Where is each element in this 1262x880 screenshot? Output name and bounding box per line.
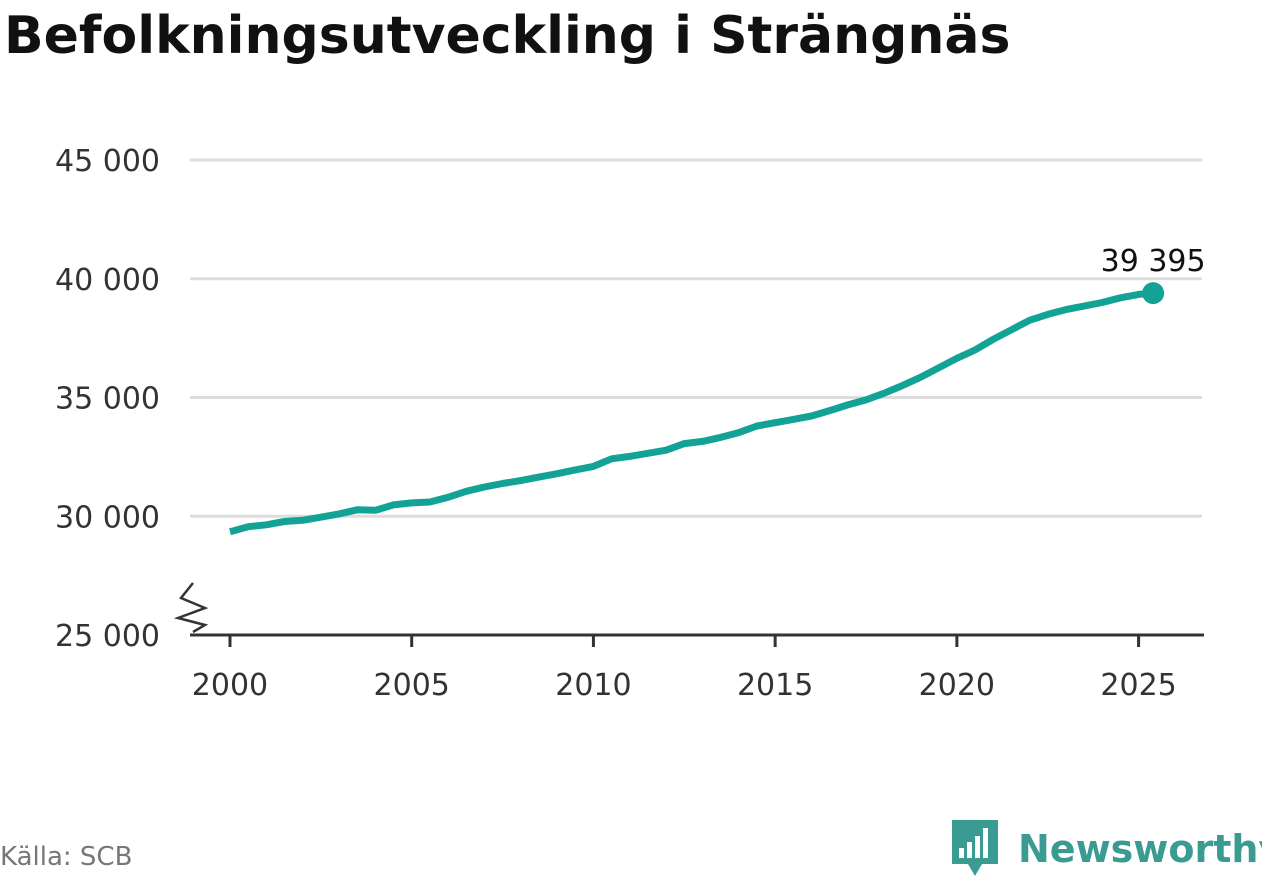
y-axis-ticks: 25 000 30 000 35 000 40 000 45 000: [55, 144, 160, 654]
axis-break-icon: [173, 582, 209, 634]
gridlines: [190, 158, 1202, 518]
series-layer: 39 395: [229, 244, 1206, 536]
series-end-point: [1142, 282, 1165, 305]
brand-name: Newsworthy: [1018, 827, 1262, 871]
y-tick-label: 40 000: [55, 263, 160, 298]
chart-title: Befolkningsutveckling i Strängnäs: [4, 6, 1011, 66]
x-tick-label: 2025: [1100, 668, 1176, 703]
source-note: Källa: SCB: [0, 842, 133, 872]
y-tick-label: 25 000: [55, 619, 160, 654]
x-tick-label: 2020: [919, 668, 995, 703]
brand-logo: Newsworthy: [950, 818, 1262, 880]
x-tick-label: 2005: [374, 668, 450, 703]
y-tick-label: 45 000: [55, 144, 160, 179]
x-tick-label: 2010: [555, 668, 631, 703]
x-tick-label: 2000: [192, 668, 268, 703]
series-line: [229, 289, 1154, 536]
y-tick-label: 35 000: [55, 382, 160, 417]
end-value-label: 39 395: [1101, 244, 1206, 279]
x-axis: [173, 582, 1204, 637]
x-tick-label: 2015: [737, 668, 813, 703]
y-tick-label: 30 000: [55, 500, 160, 535]
x-axis-ticks: 2000 2005 2010 2015 2020 2025: [192, 635, 1177, 703]
newsworthy-logo-icon: [952, 820, 998, 876]
